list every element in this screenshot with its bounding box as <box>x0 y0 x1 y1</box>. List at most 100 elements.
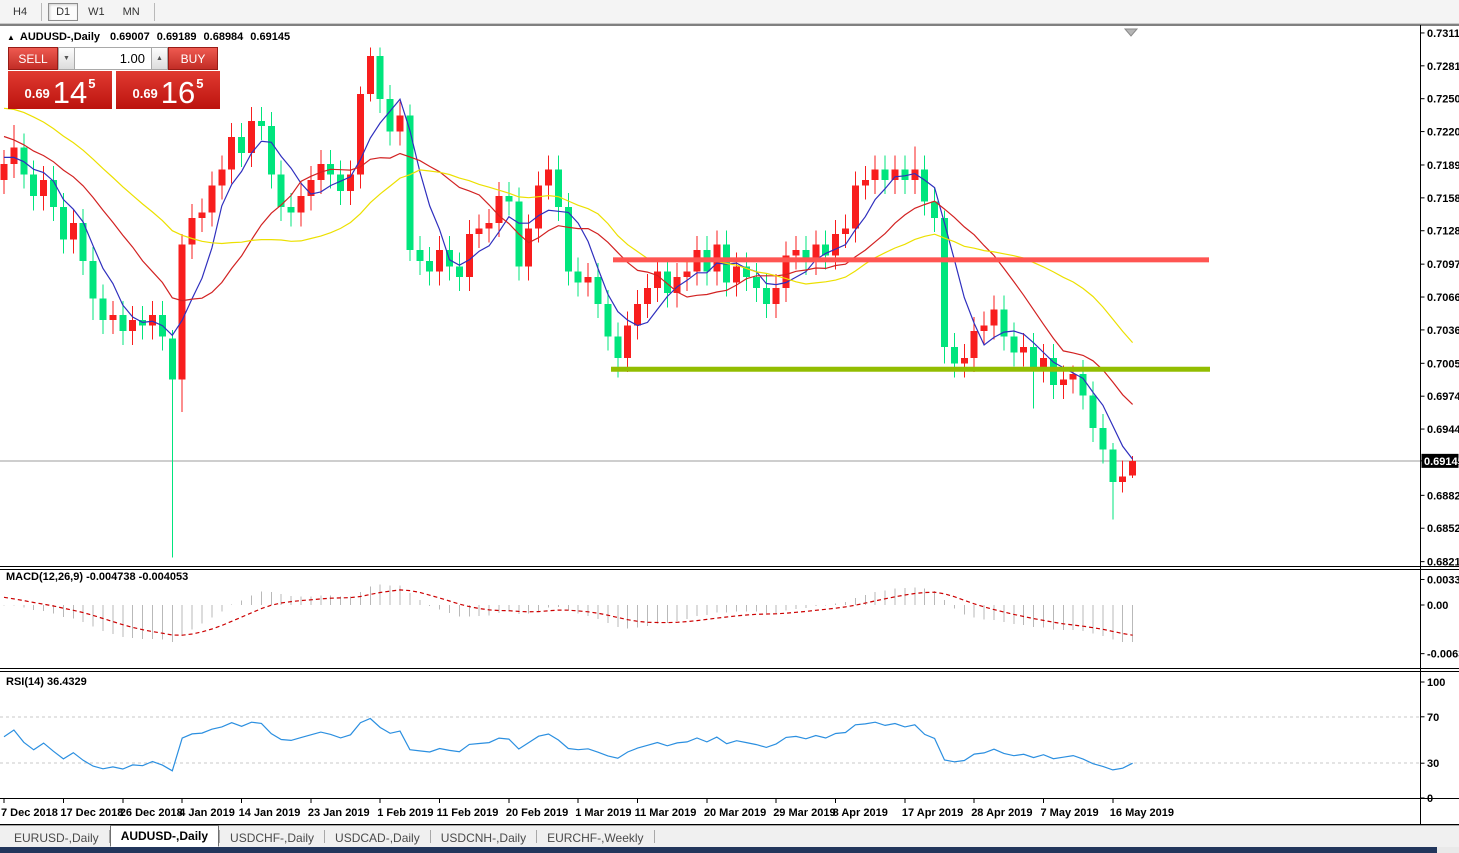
macd-indicator-label: MACD(12,26,9) -0.004738 -0.004053 <box>6 571 189 583</box>
timeframe-button-h4[interactable]: H4 <box>5 3 35 21</box>
buy-button[interactable]: BUY <box>168 47 218 70</box>
spin-down-icon: ▼ <box>63 55 70 62</box>
resistance-line <box>613 257 1209 263</box>
svg-text:0.69745: 0.69745 <box>1427 391 1459 403</box>
timeframe-button-d1[interactable]: D1 <box>48 2 79 21</box>
ask-price-prefix: 0.69 <box>132 86 158 101</box>
svg-text:17 Dec 2018: 17 Dec 2018 <box>60 807 123 819</box>
svg-text:30: 30 <box>1427 758 1439 770</box>
ask-price-big: 16 <box>160 74 196 110</box>
chart-header: ▲ AUDUSD-,Daily 0.69007 0.69189 0.68984 … <box>7 31 297 43</box>
tab-separator <box>429 830 431 843</box>
quote-close: 0.69145 <box>250 31 291 43</box>
svg-text:11 Feb 2019: 11 Feb 2019 <box>437 807 499 819</box>
svg-text:1 Mar 2019: 1 Mar 2019 <box>575 807 631 819</box>
support-line <box>611 366 1210 372</box>
ma-line-25 <box>3 107 1134 343</box>
svg-text:0.71585: 0.71585 <box>1427 193 1459 205</box>
symbol-title: AUDUSD-,Daily <box>19 31 100 43</box>
svg-text:1 Feb 2019: 1 Feb 2019 <box>377 807 433 819</box>
quote-low: 0.68984 <box>203 31 244 43</box>
svg-text:20 Feb 2019: 20 Feb 2019 <box>506 807 568 819</box>
svg-text:0.69145: 0.69145 <box>1424 456 1459 468</box>
svg-text:0: 0 <box>1427 793 1433 805</box>
tab-separator <box>653 830 655 843</box>
svg-text:26 Dec 2018: 26 Dec 2018 <box>120 807 183 819</box>
chart-plot-area[interactable] <box>0 25 1421 565</box>
ask-price-sup: 5 <box>196 76 204 91</box>
svg-text:29 Mar 2019: 29 Mar 2019 <box>773 807 835 819</box>
svg-text:0.70665: 0.70665 <box>1427 292 1459 304</box>
bid-price-sup: 5 <box>88 76 96 91</box>
tab-usdcad-daily[interactable]: USDCAD-,Daily <box>335 831 420 845</box>
chart-tab-bar: EURUSD-,Daily AUDUSD-,Daily USDCHF-,Dail… <box>0 825 1459 847</box>
tab-audusd-daily[interactable]: AUDUSD-,Daily <box>109 825 220 847</box>
svg-text:28 Apr 2019: 28 Apr 2019 <box>971 807 1032 819</box>
svg-text:0.73115: 0.73115 <box>1427 28 1459 40</box>
macd-signal-line <box>3 589 1133 636</box>
tab-usdchf-daily[interactable]: USDCHF-,Daily <box>230 831 315 845</box>
one-click-trading-panel: SELL ▼ ▲ BUY 0.69 14 5 0.69 16 5 <box>8 47 220 109</box>
timeframe-toolbar: H4 D1 W1 MN <box>0 0 1459 24</box>
volume-input[interactable] <box>75 47 151 70</box>
bid-price-big: 14 <box>52 74 88 110</box>
svg-text:0.68825: 0.68825 <box>1427 490 1459 502</box>
svg-text:14 Jan 2019: 14 Jan 2019 <box>239 807 301 819</box>
macd-histogram <box>3 584 1134 643</box>
timeframe-button-mn[interactable]: MN <box>115 3 148 21</box>
spin-up-icon: ▲ <box>156 55 163 62</box>
rsi-levels <box>0 716 1421 764</box>
quote-high: 0.69189 <box>156 31 197 43</box>
svg-text:7 May 2019: 7 May 2019 <box>1041 807 1099 819</box>
tab-usdcnh-daily[interactable]: USDCNH-,Daily <box>440 831 527 845</box>
rsi-indicator-label: RSI(14) 36.4329 <box>6 676 87 688</box>
chart-shift-marker-icon <box>1123 28 1139 37</box>
tab-separator <box>219 830 221 843</box>
svg-text:100: 100 <box>1427 677 1445 689</box>
sell-button[interactable]: SELL <box>8 47 58 70</box>
toolbar-separator <box>153 2 155 21</box>
tab-separator <box>108 830 110 843</box>
panel-borders <box>0 24 1459 825</box>
tab-separator <box>536 830 538 843</box>
ask-price-display[interactable]: 0.69 16 5 <box>116 71 220 109</box>
volume-decrease-button[interactable]: ▼ <box>58 47 75 70</box>
toolbar-separator <box>41 2 43 21</box>
svg-text:0.00: 0.00 <box>1427 600 1448 612</box>
svg-text:70: 70 <box>1427 712 1439 724</box>
svg-text:7 Dec 2018: 7 Dec 2018 <box>1 807 58 819</box>
timeframe-button-w1[interactable]: W1 <box>80 3 113 21</box>
svg-text:23 Jan 2019: 23 Jan 2019 <box>308 807 370 819</box>
tab-separator <box>324 830 326 843</box>
svg-text:20 Mar 2019: 20 Mar 2019 <box>704 807 766 819</box>
tab-eurchf-weekly[interactable]: EURCHF-,Weekly <box>547 831 644 845</box>
macd-axis: 0.003319 0.00 -0.006325 <box>1420 574 1459 661</box>
bid-price-prefix: 0.69 <box>24 86 50 101</box>
horizontal-scrollbar[interactable] <box>0 847 1459 853</box>
svg-text:0.003319: 0.003319 <box>1427 574 1459 586</box>
rsi-axis: 100 70 30 0 <box>1420 677 1445 805</box>
candles-layer <box>0 47 1137 558</box>
quote-open: 0.69007 <box>110 31 150 43</box>
svg-text:17 Apr 2019: 17 Apr 2019 <box>902 807 963 819</box>
tab-eurusd-daily[interactable]: EURUSD-,Daily <box>14 831 99 845</box>
svg-text:4 Jan 2019: 4 Jan 2019 <box>179 807 235 819</box>
scrollbar-thumb[interactable] <box>0 847 1437 853</box>
current-price-tag: 0.69145 <box>1421 453 1459 468</box>
volume-increase-button[interactable]: ▲ <box>151 47 168 70</box>
svg-text:16 May 2019: 16 May 2019 <box>1110 807 1174 819</box>
bid-price-display[interactable]: 0.69 14 5 <box>8 71 112 109</box>
collapse-icon[interactable]: ▲ <box>7 32 15 42</box>
